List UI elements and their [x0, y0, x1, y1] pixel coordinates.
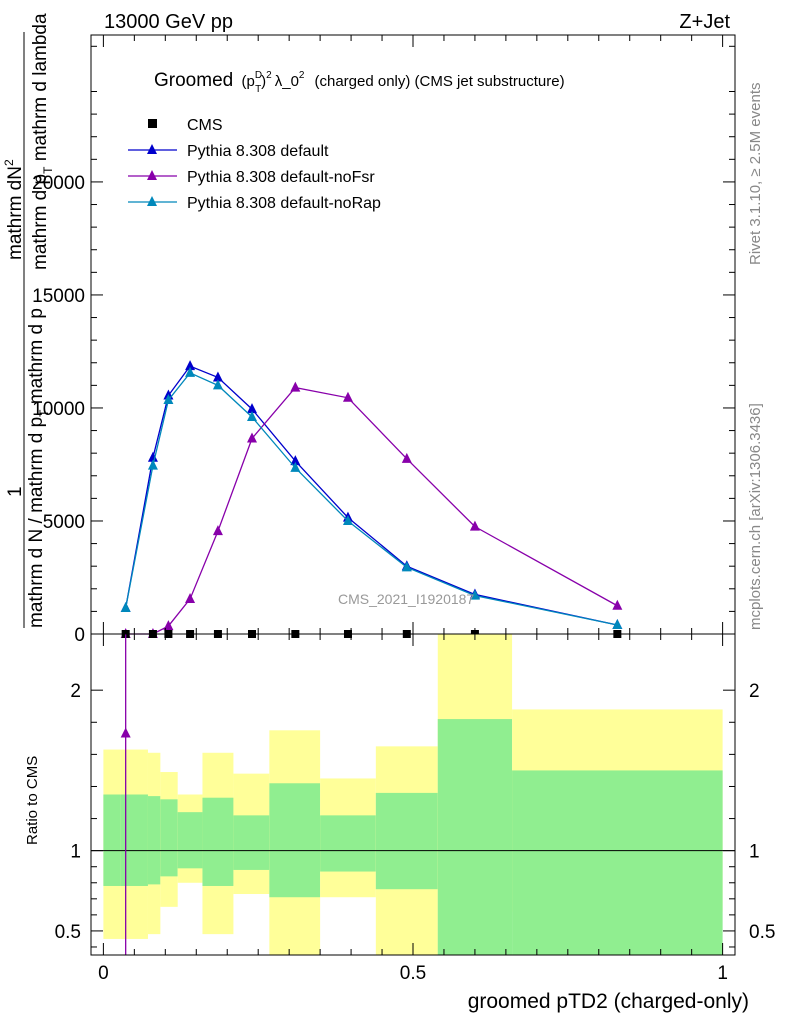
title-sup-2: 2 — [266, 70, 272, 81]
series-marker-noRap — [290, 461, 301, 472]
legend-label: Pythia 8.308 default-noRap — [187, 195, 381, 212]
series-line-noRap — [125, 372, 618, 626]
series-marker-noRap — [401, 561, 412, 572]
ratio-band-inner — [177, 812, 203, 869]
y-axis-label: 1 mathrm dN2 mathrm d pT mathrm d lambda… — [2, 13, 55, 628]
series-line-default — [125, 365, 618, 626]
y-label-top1: mathrm d — [5, 180, 26, 260]
series-marker-default — [147, 451, 158, 462]
legend: CMS Pythia 8.308 default Pythia 8.308 defa… — [128, 117, 381, 212]
svg-text:Groomed (pDT)2λ_02(charg: Groomed (pD T)2 λ_02 (charged only) (CMS je… — [154, 70, 565, 95]
ratio-band-inner — [437, 719, 513, 955]
svg-text:mathrm d pT mathrm d lambda: mathrm d pT mathrm d lambda — [30, 13, 55, 270]
series-marker-noRap — [469, 589, 480, 600]
y-label-top2: mathrm d p — [30, 174, 51, 270]
main-y-tick-label: 15000 — [32, 286, 85, 307]
series-marker-noRap — [342, 514, 353, 525]
ratio-band-inner — [269, 783, 321, 898]
series-marker-noFsr — [212, 525, 223, 536]
y-label-top-sup: 2 — [2, 159, 16, 166]
legend-marker-noRap — [147, 196, 157, 206]
main-panel: 0 5000 10000 15000 20000 — [32, 34, 736, 646]
x-tick-label: 1 — [717, 963, 728, 984]
y-label-top3: mathrm d lambda — [30, 13, 51, 167]
y-label-top-sub: T — [41, 166, 55, 174]
ratio-y-tick-label-right: 0.5 — [749, 922, 775, 943]
title-p: p — [246, 73, 254, 90]
ratio-y-tick-label-right: 2 — [749, 681, 760, 702]
legend-marker-cms — [148, 119, 157, 128]
ratio-panel: 0 0.5 1 0.5 0.5 1 1 2 2 — [55, 633, 775, 984]
series-marker-default — [185, 360, 196, 371]
ratio-band-inner — [160, 799, 178, 877]
series-marker-noFsr — [612, 599, 623, 610]
y-label-top-n: N — [5, 166, 26, 180]
main-y-tick-label: 5000 — [43, 512, 85, 533]
y-label-bottom: mathrm d N / mathrm d p — [26, 417, 47, 628]
ratio-band-inner — [147, 796, 161, 885]
svg-text:mathrm d N / mathrm d pT mathr: mathrm d N / mathrm d pT mathrm d p — [26, 308, 51, 628]
ratio-nofsr-marker — [120, 727, 131, 738]
energy-label: 13000 GeV pp — [104, 11, 233, 33]
ratio-y-tick-label-right: 1 — [749, 842, 760, 863]
series-marker-default — [212, 371, 223, 382]
ratio-band-inner — [103, 794, 121, 886]
series-marker-noFsr — [185, 592, 196, 603]
mcplots-label: mcplots.cern.ch [arXiv:1306.3436] — [747, 403, 764, 630]
series-marker-noFsr — [290, 381, 301, 392]
plot-title: Groomed (pD T)2 λ_02 (charged only) (CMS je… — [154, 70, 565, 95]
title-sup-d: D — [255, 70, 262, 81]
ratio-band-inner — [233, 815, 270, 870]
ratio-y-tick-label-left: 2 — [70, 681, 81, 702]
series-marker-noRap — [147, 459, 158, 470]
series-marker-noFsr — [247, 432, 257, 443]
ratio-band-inner — [202, 797, 234, 886]
series-marker-noFsr — [469, 520, 480, 531]
process-label: Z+Jet — [679, 11, 730, 33]
legend-marker-default — [147, 144, 157, 154]
series-marker-noRap — [163, 394, 174, 405]
series-marker-noRap — [185, 366, 196, 377]
legend-label: CMS — [187, 117, 223, 134]
series-marker-noFsr — [342, 391, 353, 402]
main-y-tick-label: 0 — [74, 625, 85, 646]
ratio-band-inner — [375, 792, 438, 890]
y-label-bottom2: mathrm d p — [26, 308, 47, 409]
series-marker-noRap — [612, 618, 623, 629]
ratio-band-inner — [512, 770, 723, 955]
legend-label: Pythia 8.308 default — [187, 143, 329, 160]
series-marker-default — [247, 403, 257, 414]
series-marker-noFsr — [401, 452, 412, 463]
y-label-one: 1 — [5, 486, 26, 497]
title-sub-t: T — [255, 84, 261, 95]
ratio-y-tick-label-left: 1 — [70, 842, 81, 863]
series-marker-noFsr — [163, 620, 174, 631]
rivet-label: Rivet 3.1.10, ≥ 2.5M events — [747, 83, 764, 266]
main-y-tick-label: 20000 — [32, 173, 85, 194]
x-tick-label: 0.5 — [400, 963, 426, 984]
title-suffix: (charged only) (CMS jet substructure) — [314, 73, 564, 90]
main-y-tick-label: 10000 — [32, 399, 85, 420]
series-marker-noRap — [120, 602, 131, 613]
series-marker-noRap — [247, 411, 257, 422]
svg-text:mathrm dN2: mathrm dN2 — [2, 159, 26, 260]
ratio-y-tick-label-left: 0.5 — [55, 922, 81, 943]
x-tick-label: 0 — [98, 963, 109, 984]
title-sup-2b: 2 — [299, 70, 305, 81]
x-axis-label: groomed pTD2 (charged-only) — [468, 990, 749, 1013]
legend-label: Pythia 8.308 default-noFsr — [187, 169, 375, 186]
ratio-band-inner — [320, 815, 376, 872]
series-marker-noRap — [212, 379, 223, 390]
legend-marker-noFsr — [147, 170, 157, 180]
series-marker-default — [290, 455, 301, 466]
title-prefix: Groomed — [154, 70, 233, 91]
ratio-band-inner — [120, 794, 148, 886]
title-lambda: λ_0 — [275, 73, 299, 90]
watermark: CMS_2021_I1920187 — [338, 591, 474, 607]
y-label-bottom-sub: T — [37, 409, 51, 417]
ratio-label: Ratio to CMS — [24, 756, 41, 845]
